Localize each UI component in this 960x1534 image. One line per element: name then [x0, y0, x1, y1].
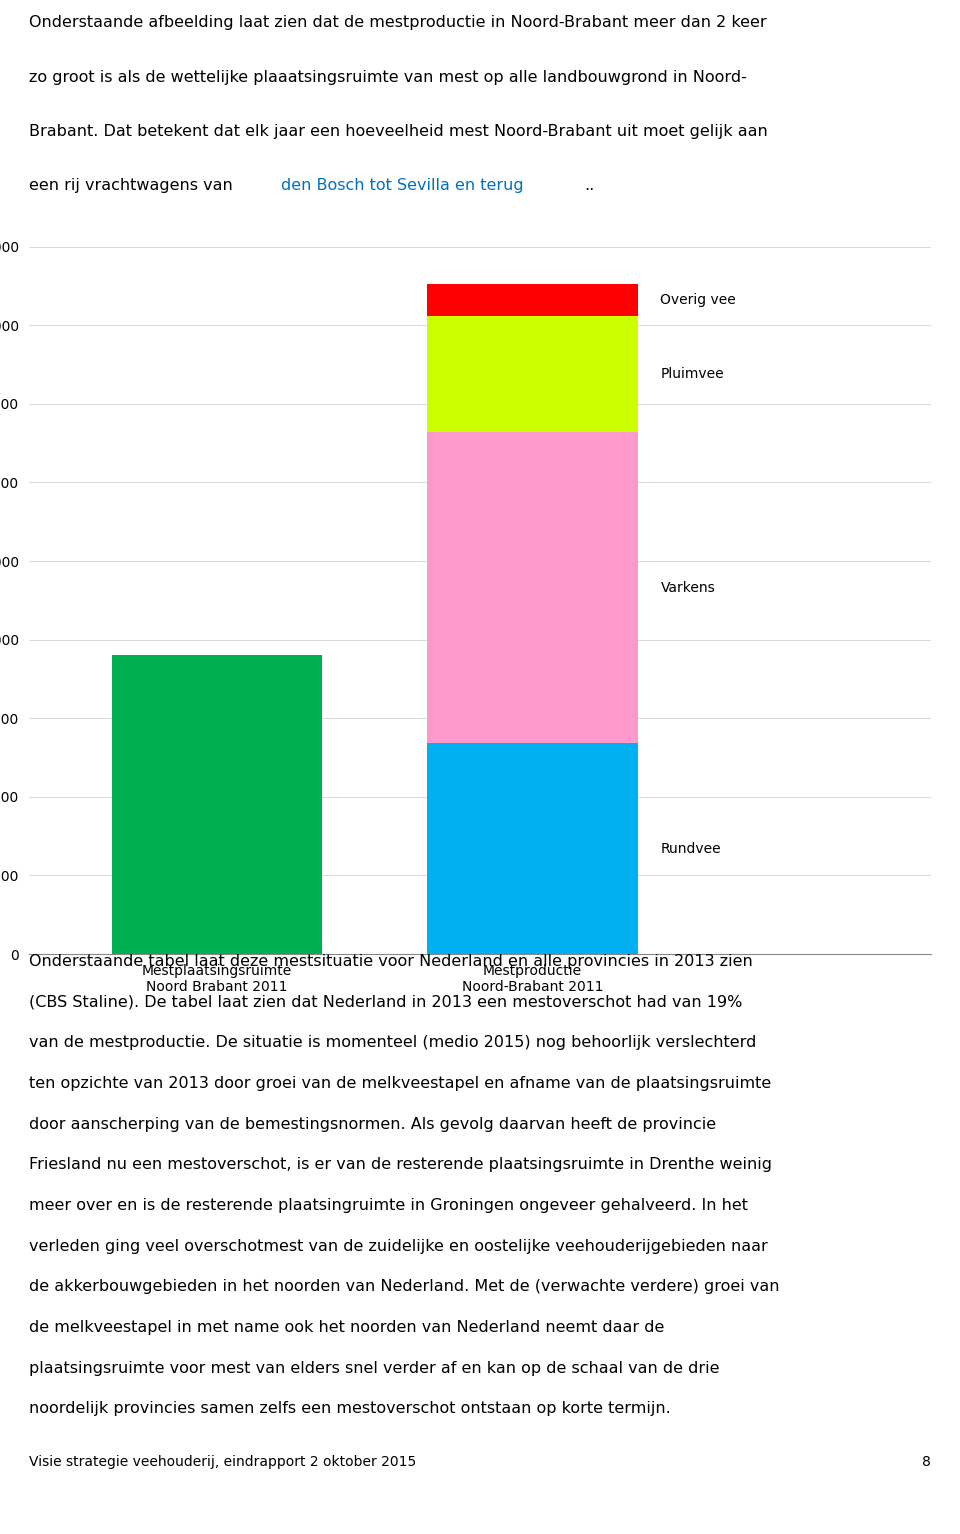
Text: Varkens: Varkens [660, 581, 715, 595]
Bar [427, 744, 637, 954]
Text: den Bosch tot Sevilla en terug: den Bosch tot Sevilla en terug [281, 178, 524, 193]
Text: Brabant. Dat betekent dat elk jaar een hoeveelheid mest Noord-Brabant uit moet g: Brabant. Dat betekent dat elk jaar een h… [29, 124, 768, 140]
Bar [427, 316, 637, 433]
Text: Rundvee: Rundvee [660, 842, 721, 856]
Text: Visie strategie veehouderij, eindrapport 2 oktober 2015: Visie strategie veehouderij, eindrapport… [29, 1456, 416, 1470]
Text: Overig vee: Overig vee [660, 293, 736, 307]
Text: meer over en is de resterende plaatsingruimte in Groningen ongeveer gehalveerd. : meer over en is de resterende plaatsingr… [29, 1198, 748, 1213]
Text: (CBS Staline). De tabel laat zien dat Nederland in 2013 een mestoverschot had va: (CBS Staline). De tabel laat zien dat Ne… [29, 994, 742, 1009]
Text: een rij vrachtwagens van: een rij vrachtwagens van [29, 178, 238, 193]
Text: verleden ging veel overschotmest van de zuidelijke en oostelijke veehouderijgebi: verleden ging veel overschotmest van de … [29, 1238, 768, 1253]
Bar [427, 284, 637, 316]
Text: Pluimvee: Pluimvee [660, 367, 724, 380]
Bar [427, 433, 637, 744]
Bar [111, 655, 323, 954]
Text: zo groot is als de wettelijke plaaatsingsruimte van mest op alle landbouwgrond i: zo groot is als de wettelijke plaaatsing… [29, 69, 747, 84]
Text: de melkveestapel in met name ook het noorden van Nederland neemt daar de: de melkveestapel in met name ook het noo… [29, 1319, 664, 1335]
Text: ..: .. [585, 178, 595, 193]
Text: Onderstaande tabel laat deze mestsituatie voor Nederland en alle provincies in 2: Onderstaande tabel laat deze mestsituati… [29, 954, 753, 969]
Text: de akkerbouwgebieden in het noorden van Nederland. Met de (verwachte verdere) gr: de akkerbouwgebieden in het noorden van … [29, 1279, 780, 1295]
Text: door aanscherping van de bemestingsnormen. Als gevolg daarvan heeft de provincie: door aanscherping van de bemestingsnorme… [29, 1117, 716, 1132]
Text: ten opzichte van 2013 door groei van de melkveestapel en afname van de plaatsing: ten opzichte van 2013 door groei van de … [29, 1075, 771, 1091]
Text: plaatsingsruimte voor mest van elders snel verder af en kan op de schaal van de : plaatsingsruimte voor mest van elders sn… [29, 1361, 719, 1376]
Text: Friesland nu een mestoverschot, is er van de resterende plaatsingsruimte in Dren: Friesland nu een mestoverschot, is er va… [29, 1157, 772, 1172]
Text: van de mestproductie. De situatie is momenteel (medio 2015) nog behoorlijk versl: van de mestproductie. De situatie is mom… [29, 1035, 756, 1051]
Text: 8: 8 [923, 1456, 931, 1470]
Text: noordelijk provincies samen zelfs een mestoverschot ontstaan op korte termijn.: noordelijk provincies samen zelfs een me… [29, 1401, 670, 1416]
Text: Onderstaande afbeelding laat zien dat de mestproductie in Noord-Brabant meer dan: Onderstaande afbeelding laat zien dat de… [29, 15, 766, 31]
